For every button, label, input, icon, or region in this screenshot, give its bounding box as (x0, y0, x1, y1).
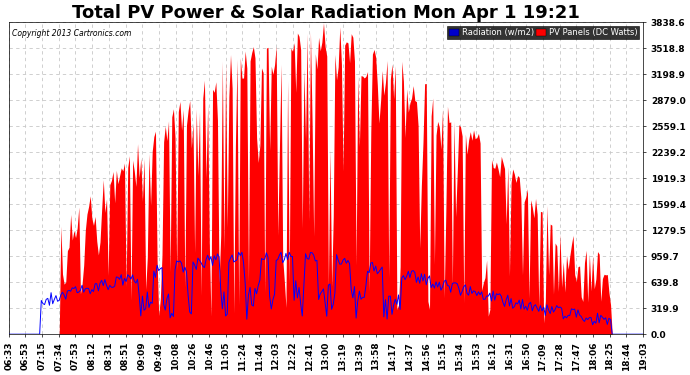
Text: Copyright 2013 Cartronics.com: Copyright 2013 Cartronics.com (12, 28, 131, 38)
Legend: Radiation (w/m2), PV Panels (DC Watts): Radiation (w/m2), PV Panels (DC Watts) (447, 27, 639, 39)
Title: Total PV Power & Solar Radiation Mon Apr 1 19:21: Total PV Power & Solar Radiation Mon Apr… (72, 4, 580, 22)
